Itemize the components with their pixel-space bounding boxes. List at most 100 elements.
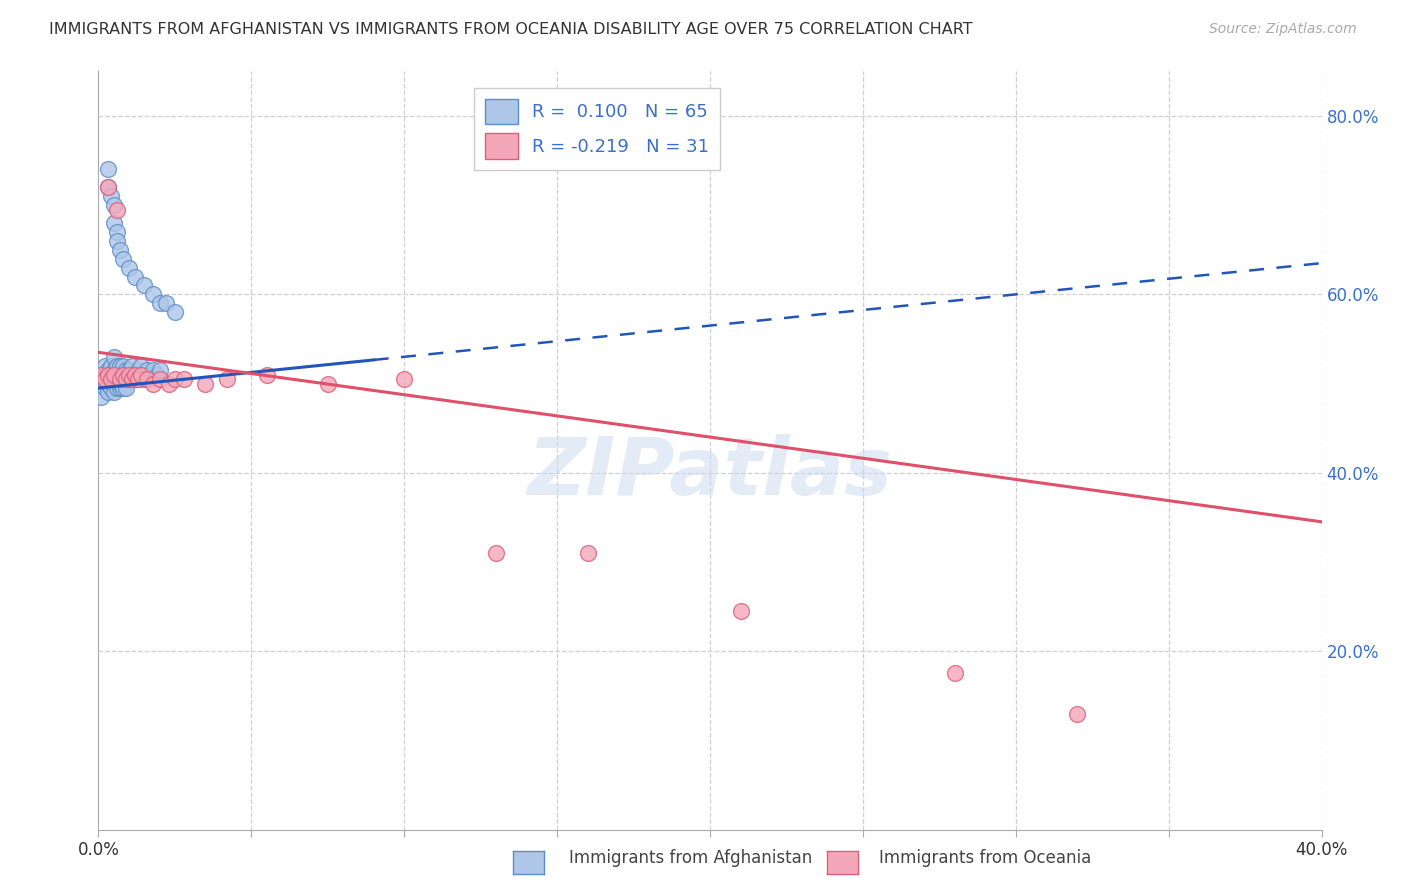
Point (142, 363, 165, 377)
Point (173, 372, 195, 386)
Text: ZIPatlas: ZIPatlas (527, 434, 893, 512)
Text: IMMIGRANTS FROM AFGHANISTAN VS IMMIGRANTS FROM OCEANIA DISABILITY AGE OVER 75 CO: IMMIGRANTS FROM AFGHANISTAN VS IMMIGRANT… (49, 22, 973, 37)
Point (576, 546, 599, 560)
Point (100, 359, 122, 373)
Point (103, 363, 125, 377)
Point (121, 359, 143, 373)
Point (108, 372, 131, 386)
Point (100, 381, 122, 395)
Point (115, 363, 138, 377)
Point (93, 368, 115, 382)
Point (124, 368, 146, 382)
Point (105, 234, 128, 248)
Point (149, 296, 172, 310)
Point (124, 368, 146, 382)
Point (145, 368, 167, 382)
Point (118, 368, 141, 382)
Point (155, 296, 177, 310)
Point (194, 376, 217, 391)
Point (134, 278, 156, 293)
Point (97, 385, 120, 400)
Point (142, 287, 165, 301)
Point (97, 162, 120, 177)
Point (316, 376, 339, 391)
Point (105, 202, 128, 217)
Point (730, 604, 752, 618)
Point (485, 546, 508, 560)
Point (93, 359, 115, 373)
Point (134, 368, 156, 382)
Point (124, 372, 146, 386)
Point (136, 372, 159, 386)
Point (163, 372, 186, 386)
Point (108, 376, 131, 391)
Point (118, 372, 141, 386)
Point (108, 381, 131, 395)
Point (121, 372, 143, 386)
Point (129, 368, 152, 382)
Point (100, 189, 122, 203)
Point (108, 368, 131, 382)
Point (97, 372, 120, 386)
Text: Immigrants from Afghanistan: Immigrants from Afghanistan (569, 849, 813, 867)
Point (115, 381, 138, 395)
Point (142, 376, 165, 391)
Point (97, 376, 120, 391)
Point (103, 198, 125, 212)
Point (121, 372, 143, 386)
Point (127, 372, 149, 386)
Point (103, 368, 125, 382)
Point (100, 368, 122, 382)
Point (149, 372, 172, 386)
Point (90, 390, 112, 404)
Point (100, 372, 122, 386)
Point (134, 372, 156, 386)
Point (129, 359, 152, 373)
Point (105, 381, 128, 395)
Point (93, 372, 115, 386)
Text: Source: ZipAtlas.com: Source: ZipAtlas.com (1209, 22, 1357, 37)
Point (111, 381, 134, 395)
Point (105, 368, 128, 382)
Point (136, 363, 159, 377)
Point (103, 385, 125, 400)
Point (256, 368, 278, 382)
Point (127, 372, 149, 386)
Point (392, 372, 416, 386)
Point (97, 180, 120, 194)
Point (93, 381, 115, 395)
Point (108, 359, 131, 373)
Point (97, 363, 120, 377)
Point (111, 359, 134, 373)
Point (111, 252, 134, 266)
Point (115, 372, 138, 386)
Point (105, 359, 128, 373)
Point (163, 305, 186, 319)
Point (90, 368, 112, 382)
Point (149, 363, 172, 377)
Point (105, 372, 128, 386)
Point (157, 376, 180, 391)
Point (127, 363, 149, 377)
Point (139, 368, 162, 382)
Point (103, 350, 125, 364)
Point (103, 216, 125, 230)
Point (108, 243, 131, 257)
Point (1066, 706, 1088, 721)
Point (943, 666, 966, 681)
Legend: R =  0.100   N = 65, R = -0.219   N = 31: R = 0.100 N = 65, R = -0.219 N = 31 (474, 88, 720, 169)
Point (100, 372, 122, 386)
Point (118, 260, 141, 275)
Point (97, 368, 120, 382)
Point (105, 225, 128, 239)
Point (118, 368, 141, 382)
Point (111, 368, 134, 382)
Point (118, 363, 141, 377)
Point (124, 269, 146, 284)
Text: Immigrants from Oceania: Immigrants from Oceania (879, 849, 1091, 867)
Point (90, 376, 112, 391)
Point (115, 372, 138, 386)
Point (129, 368, 152, 382)
Point (111, 368, 134, 382)
Point (215, 372, 238, 386)
